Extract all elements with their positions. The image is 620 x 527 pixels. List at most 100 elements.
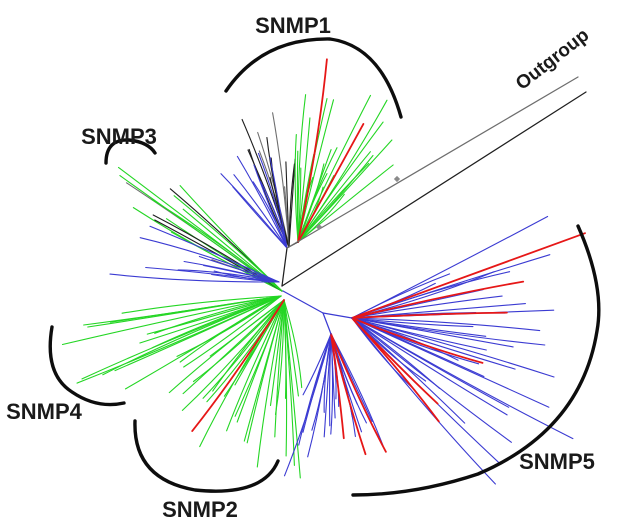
tree-branch [330,333,387,453]
branch-node-marker [393,175,401,183]
tree-branch [139,295,282,344]
tree-branch [274,299,285,415]
tree-branch [243,299,285,442]
tree-branch [269,156,288,249]
trunk-segment-6 [281,91,587,287]
tree-branch [307,333,332,458]
tree-branch [256,299,285,468]
cluster-snmp2 [168,299,303,479]
tree-branch [351,317,546,346]
tree-branch [288,158,296,248]
tree-branch [351,317,440,423]
tree-branch [330,333,334,435]
clade-label-snmp1: SNMP1 [255,13,331,38]
cluster-snmp1-blue [220,152,288,249]
tree-branch [351,317,496,485]
tree-branch [294,134,299,243]
clade-bracket-snmp4 [48,325,126,407]
clade-label-snmp5: SNMP5 [519,449,595,474]
tree-branch [351,273,451,319]
tree-branch [181,299,285,411]
tree-branch [257,152,288,249]
tree-branch [269,299,285,407]
clade-label-snmp3: SNMP3 [81,124,157,149]
tree-branch [109,273,280,283]
tree-branch [351,311,508,319]
tree-branch [351,317,508,416]
tree-branch [351,317,512,443]
trunk-segment-4 [322,312,332,335]
tree-branch [283,299,299,397]
tree-branch [76,295,282,384]
tree-branch [351,317,555,378]
tree-branch [297,147,338,243]
tree-branch [283,299,287,399]
clade-bracket-snmp3 [104,138,157,165]
tree-branch [297,121,384,243]
tree-branch [274,299,285,438]
trunk-segment-0 [281,247,288,287]
trunks-layer [281,76,587,335]
tree-branch [330,333,345,440]
clade-bracket-snmp5 [351,224,601,497]
tree-branch [176,295,282,357]
cluster-snmp5-east [351,215,586,485]
tree-branch [234,299,285,417]
tree-branch [297,139,393,243]
trunk-segment-5 [286,76,579,249]
clade-label-outgroup: Outgroup [512,25,593,95]
tree-branch [351,317,541,332]
tree-branch [198,255,280,283]
tree-branch [351,317,550,408]
tree-branch [297,58,328,243]
tree-branch [351,317,574,440]
tree-branch [149,225,280,283]
tree-branch [297,162,370,243]
clade-label-snmp4: SNMP4 [6,399,83,424]
tree-branch [351,317,474,328]
cluster-snmp5-south [283,333,387,477]
tree-branch [121,295,282,314]
tree-branch [297,94,307,243]
tree-branch [146,295,282,335]
tree-branch [102,295,282,376]
tree-branch [297,117,311,243]
tree-branch [297,123,365,243]
tree-branch [179,295,282,363]
tree-branch [213,270,280,283]
tree-branch [351,232,586,319]
clade-label-snmp2: SNMP2 [162,497,238,522]
tree-branch [330,333,384,447]
tree-branch [302,333,332,396]
tree-branch [209,299,285,357]
tree-branch [202,299,285,399]
tree-branch [351,295,503,319]
tree-branch [330,333,367,456]
tree-branch [182,299,285,395]
cluster-snmp1-green [294,58,394,243]
tree-branch [226,299,285,432]
tree-branch [191,299,285,432]
tree-branch [192,299,285,383]
tree-branch [283,299,301,479]
branches-layer [61,58,586,485]
tree-branch [233,174,288,249]
cluster-left-blue [109,225,280,283]
tree-branch [351,317,466,424]
tree-branch [266,136,290,248]
tree-branch [183,295,282,368]
clade-bracket-snmp2 [133,419,280,493]
tree-branch [253,164,288,249]
tree-branch [283,299,303,389]
tree-branch [61,295,282,346]
tree-branch [297,94,372,243]
trunk-segment-3 [322,312,353,319]
tree-branch [351,317,484,364]
tree-branch [109,295,282,323]
tree-branch [232,186,288,249]
tree-branch [297,164,394,243]
tree-branch [139,237,280,283]
cluster-snmp4 [61,295,282,390]
